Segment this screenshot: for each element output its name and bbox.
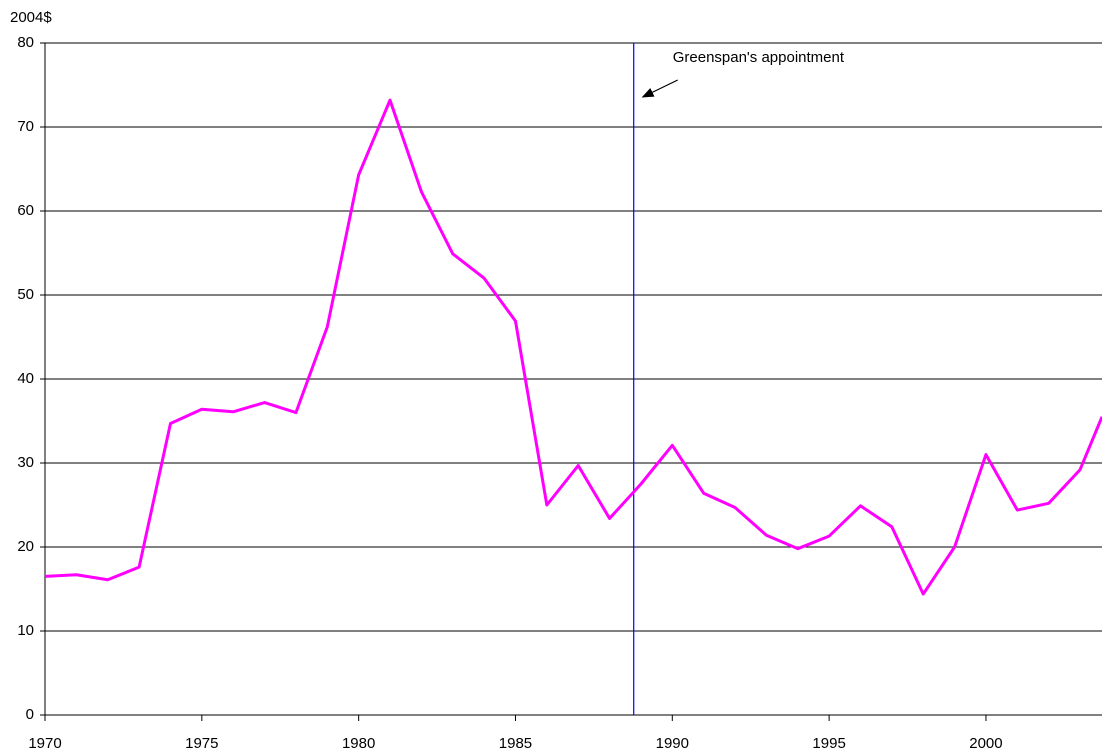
annotation: Greenspan's appointment bbox=[673, 49, 845, 66]
y-tick-label: 20 bbox=[17, 538, 34, 555]
y-tick-label: 0 bbox=[26, 706, 34, 723]
line-series bbox=[44, 98, 1102, 596]
x-tick-label: 1980 bbox=[342, 735, 375, 752]
y-tick-label: 30 bbox=[17, 454, 34, 471]
annotation-arrow bbox=[641, 79, 678, 98]
y-axis-label: 2004$ bbox=[10, 9, 52, 26]
x-tick-label: 1990 bbox=[656, 735, 689, 752]
y-tick-label: 50 bbox=[17, 286, 34, 303]
x-tick-label: 1970 bbox=[28, 735, 61, 752]
x-tick-label: 1975 bbox=[185, 735, 218, 752]
x-tick-label: 1995 bbox=[812, 735, 845, 752]
y-tick-label: 80 bbox=[17, 34, 34, 51]
x-tick-label: 2000 bbox=[969, 735, 1002, 752]
y-tick-label: 40 bbox=[17, 370, 34, 387]
y-tick-label: 60 bbox=[17, 202, 34, 219]
y-tick-label: 10 bbox=[17, 622, 34, 639]
y-tick-label: 70 bbox=[17, 118, 34, 135]
x-tick-label: 1985 bbox=[499, 735, 532, 752]
